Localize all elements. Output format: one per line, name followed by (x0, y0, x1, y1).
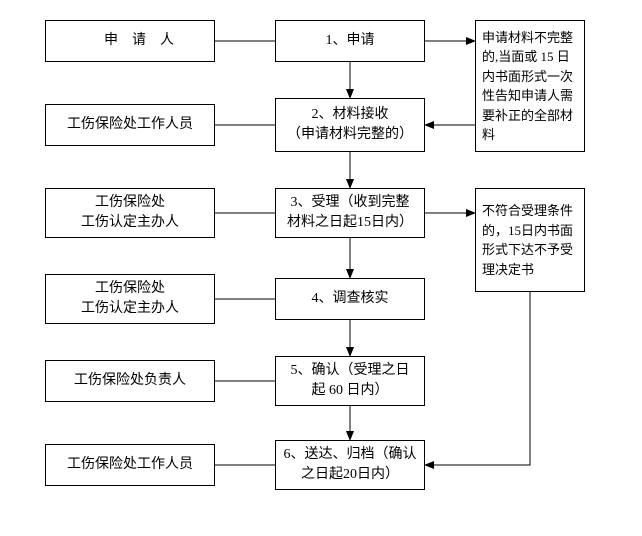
step-3-label: 3、受理（收到完整 材料之日起15日内） (287, 193, 413, 232)
desc-1: 申请材料不完整的,当面或 15 日内书面形式一次性告知申请人需要补正的全部材料 (475, 20, 585, 152)
step-6-label: 6、送达、归档（确认 之日起20日内） (284, 445, 417, 484)
step-1-label: 1、申请 (326, 31, 375, 51)
step-4: 4、调查核实 (275, 278, 425, 320)
step-4-label: 4、调查核实 (312, 289, 389, 309)
step-5: 5、确认（受理之日 起 60 日内） (275, 356, 425, 406)
role-3: 工伤保险处 工伤认定主办人 (45, 188, 215, 238)
step-6: 6、送达、归档（确认 之日起20日内） (275, 440, 425, 490)
role-4-label: 工伤保险处 工伤认定主办人 (81, 279, 179, 318)
role-6-label: 工伤保险处工作人员 (67, 455, 193, 475)
role-6: 工伤保险处工作人员 (45, 444, 215, 486)
role-2-label: 工伤保险处工作人员 (67, 115, 193, 135)
step-5-label: 5、确认（受理之日 起 60 日内） (291, 361, 410, 400)
role-1-label: 申 请 人 (86, 31, 174, 51)
role-5-label: 工伤保险处负责人 (74, 371, 186, 391)
step-2-label: 2、材料接收 （申请材料完整的） (287, 105, 413, 144)
step-1: 1、申请 (275, 20, 425, 62)
step-2: 2、材料接收 （申请材料完整的） (275, 98, 425, 152)
role-5: 工伤保险处负责人 (45, 360, 215, 402)
role-2: 工伤保险处工作人员 (45, 104, 215, 146)
desc-2: 不符合受理条件的，15日内书面形式下达不予受理决定书 (475, 188, 585, 292)
desc-2-text: 不符合受理条件的，15日内书面形式下达不予受理决定书 (482, 201, 578, 279)
role-1: 申 请 人 (45, 20, 215, 62)
desc-1-text: 申请材料不完整的,当面或 15 日内书面形式一次性告知申请人需要补正的全部材料 (482, 28, 578, 145)
role-4: 工伤保险处 工伤认定主办人 (45, 274, 215, 324)
role-3-label: 工伤保险处 工伤认定主办人 (81, 193, 179, 232)
step-3: 3、受理（收到完整 材料之日起15日内） (275, 188, 425, 238)
flowchart-canvas: 申 请 人 1、申请 工伤保险处工作人员 2、材料接收 （申请材料完整的） 工伤… (0, 0, 642, 536)
